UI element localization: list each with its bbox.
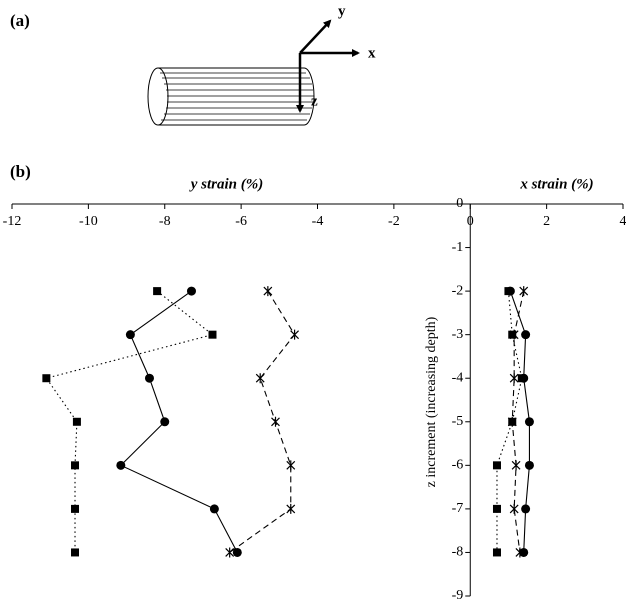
series-line — [229, 290, 296, 553]
y-tick-label: -4 — [452, 370, 464, 385]
marker — [492, 504, 501, 513]
series-line — [119, 290, 238, 553]
x-tick-label: -10 — [79, 214, 98, 229]
marker — [515, 547, 525, 558]
x-tick-label: 2 — [543, 214, 550, 229]
panel-label: (a) — [10, 11, 30, 30]
marker — [271, 416, 280, 427]
x-tick-label: -2 — [388, 214, 400, 229]
x-axis-title: x strain (%) — [519, 176, 593, 192]
marker — [208, 330, 217, 339]
marker — [153, 287, 162, 296]
axis-name: x — [368, 45, 376, 61]
panel-label: (b) — [10, 162, 31, 181]
axis-name: y — [338, 3, 346, 19]
marker — [524, 417, 534, 427]
marker — [160, 417, 170, 427]
y-tick-label: -9 — [452, 588, 464, 601]
marker — [286, 503, 296, 514]
y-tick-label: -6 — [452, 458, 464, 473]
axis-arrows — [296, 19, 360, 113]
marker — [186, 286, 196, 296]
marker — [71, 504, 80, 513]
y-tick-label: -3 — [452, 327, 464, 342]
marker — [509, 503, 519, 514]
marker — [492, 548, 501, 557]
marker — [519, 373, 529, 383]
x-tick-label: 0 — [467, 214, 474, 229]
marker — [509, 329, 519, 340]
marker — [521, 504, 531, 514]
marker — [225, 547, 235, 558]
y-tick-label: -7 — [452, 501, 464, 516]
marker — [125, 330, 135, 340]
x-tick-label: -12 — [3, 214, 22, 229]
marker — [492, 461, 501, 470]
marker — [71, 461, 80, 470]
x-tick-label: -6 — [235, 214, 247, 229]
y-tick-label: -1 — [452, 240, 464, 255]
marker — [286, 460, 296, 471]
y-tick-label: -5 — [452, 414, 464, 429]
marker — [42, 374, 51, 383]
marker — [72, 417, 81, 426]
marker — [519, 286, 529, 297]
marker — [507, 416, 517, 427]
marker — [509, 373, 519, 384]
marker — [290, 329, 300, 340]
marker — [71, 548, 80, 557]
marker — [505, 286, 515, 296]
marker — [232, 547, 242, 557]
cylinder — [147, 67, 315, 126]
marker — [521, 330, 531, 340]
marker — [511, 460, 521, 471]
x-axis-title: y strain (%) — [189, 176, 264, 192]
y-axis-title: z increment (increasing depth) — [424, 316, 439, 487]
marker — [524, 460, 534, 470]
y-tick-label: -2 — [452, 283, 464, 298]
marker — [508, 330, 517, 339]
x-tick-label: 4 — [620, 214, 626, 229]
marker — [209, 504, 219, 514]
axis-name: z — [311, 93, 318, 109]
marker — [263, 286, 273, 297]
marker — [116, 460, 126, 470]
marker — [144, 373, 154, 383]
x-tick-label: -4 — [312, 214, 324, 229]
y-tick-label: -8 — [452, 545, 464, 560]
x-tick-label: -8 — [159, 214, 171, 229]
y-tick-label: 0 — [456, 196, 463, 211]
marker — [255, 373, 265, 384]
